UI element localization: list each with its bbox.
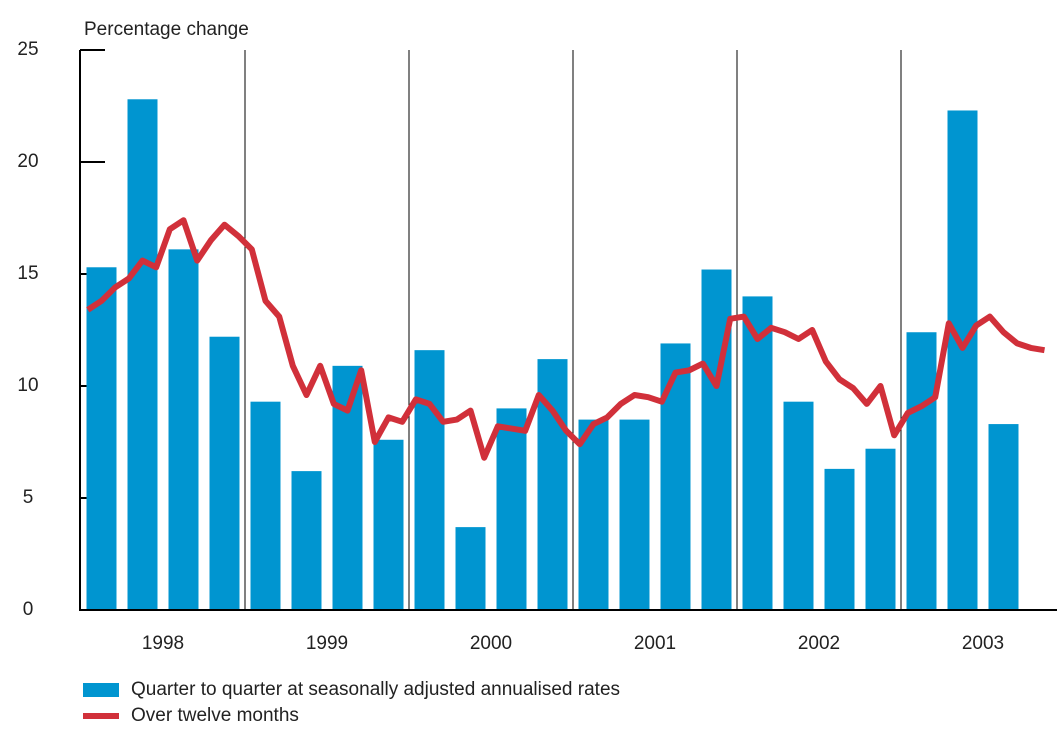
bar bbox=[988, 424, 1019, 610]
x-tick-label: 2003 bbox=[962, 633, 1004, 654]
x-tick-label: 2000 bbox=[470, 633, 512, 654]
bar bbox=[291, 471, 322, 610]
bar bbox=[414, 350, 445, 610]
line bbox=[86, 217, 1045, 461]
legend-label: Over twelve months bbox=[131, 705, 299, 726]
y-tick-label: 5 bbox=[23, 487, 34, 508]
bar bbox=[209, 336, 240, 610]
bar bbox=[660, 343, 691, 610]
x-tick-label: 2002 bbox=[798, 633, 840, 654]
bar bbox=[906, 332, 937, 610]
x-tick-label: 1998 bbox=[142, 633, 184, 654]
y-tick-label: 15 bbox=[17, 263, 38, 284]
bar bbox=[824, 468, 855, 610]
y-axis-label: Percentage change bbox=[84, 19, 249, 40]
bar bbox=[947, 110, 978, 610]
bar bbox=[373, 439, 404, 610]
bar bbox=[742, 296, 773, 610]
bar bbox=[496, 408, 527, 610]
legend-label: Quarter to quarter at seasonally adjuste… bbox=[131, 679, 620, 700]
y-tick-label: 25 bbox=[17, 39, 38, 60]
y-tick-label: 20 bbox=[17, 151, 38, 172]
y-tick-label: 0 bbox=[23, 599, 34, 620]
x-tick-label: 1999 bbox=[306, 633, 348, 654]
y-tick-label: 10 bbox=[17, 375, 38, 396]
bar bbox=[619, 419, 650, 610]
bar bbox=[86, 267, 117, 610]
bar bbox=[455, 527, 486, 610]
bar bbox=[168, 249, 199, 611]
bar bbox=[783, 401, 814, 610]
legend-swatch bbox=[83, 683, 119, 697]
x-tick-label: 2001 bbox=[634, 633, 676, 654]
bar bbox=[578, 419, 609, 610]
bar bbox=[865, 448, 896, 610]
bar bbox=[127, 99, 158, 610]
bar bbox=[250, 401, 281, 610]
